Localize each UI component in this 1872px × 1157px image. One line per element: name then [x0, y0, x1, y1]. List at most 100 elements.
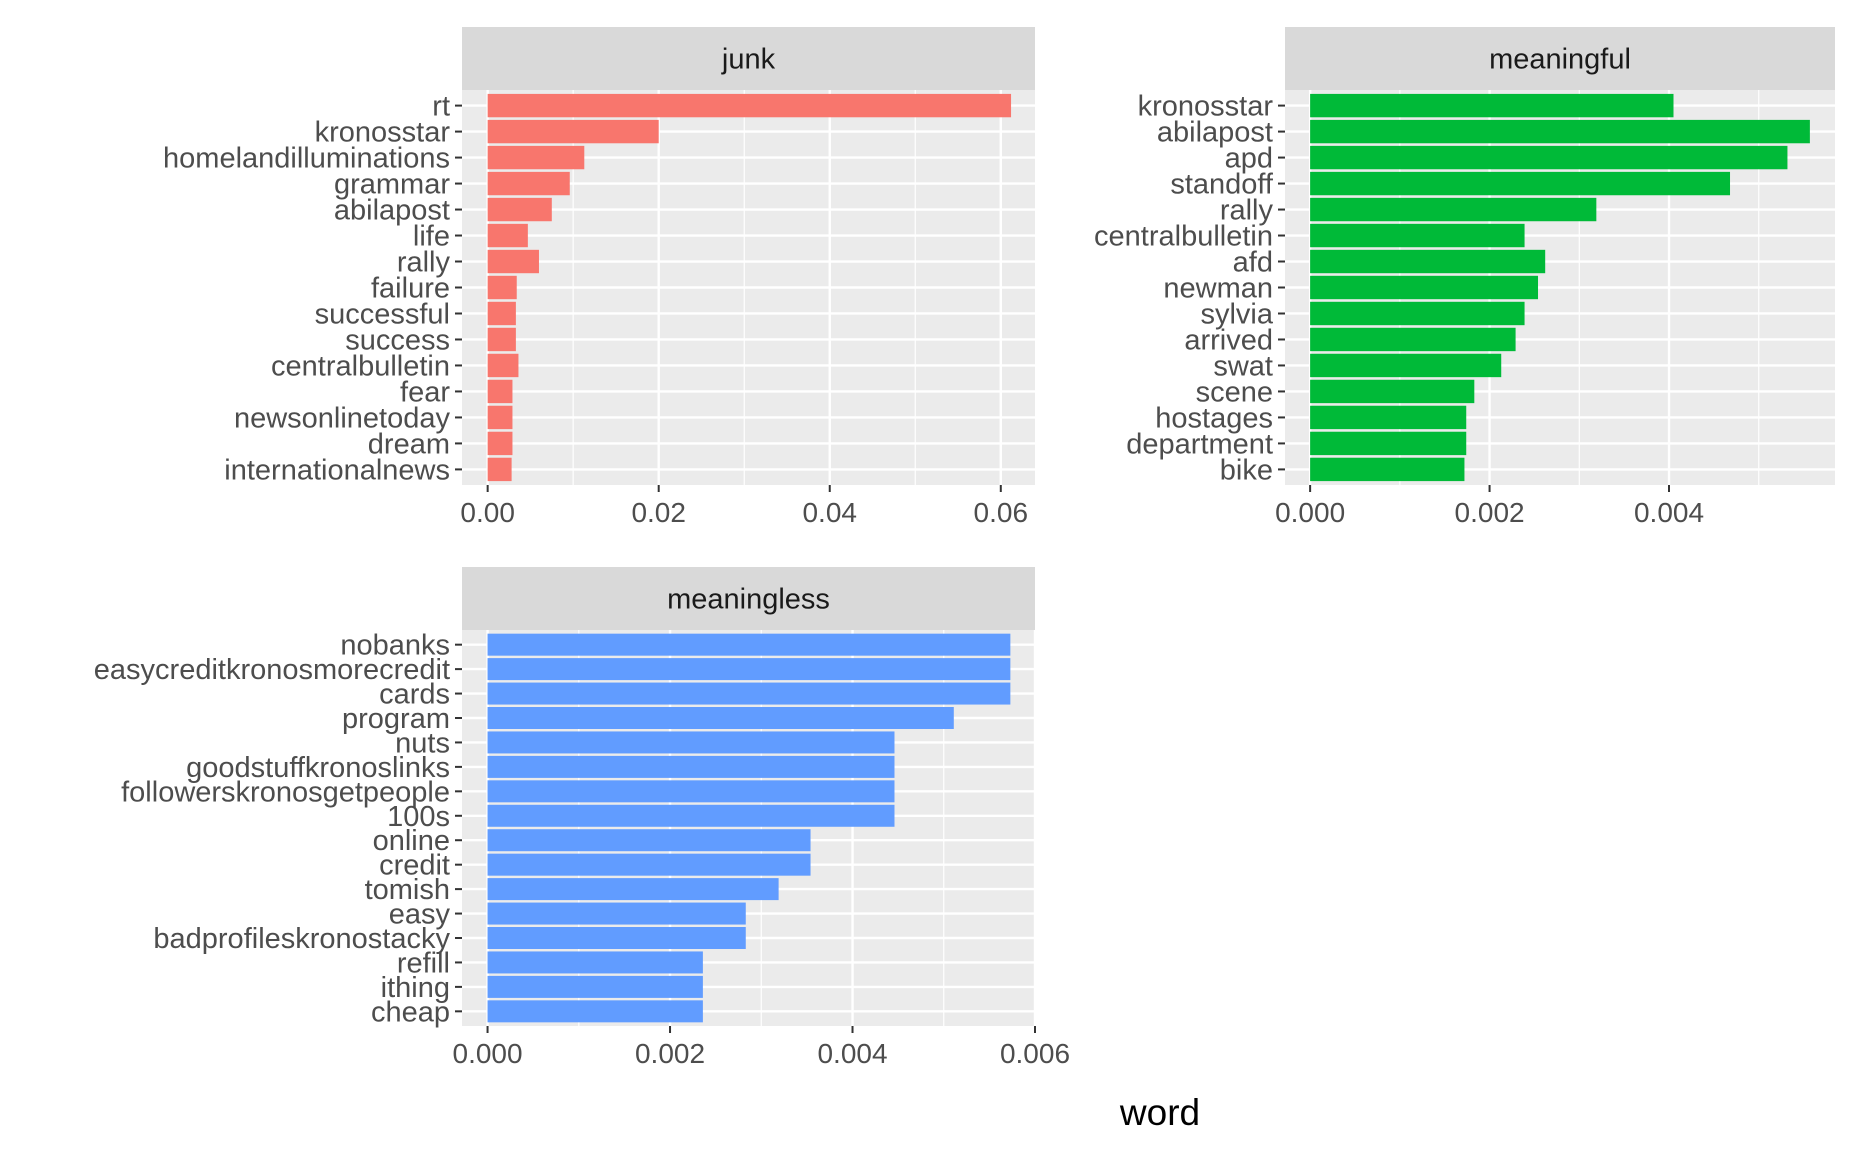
strip-background: [462, 567, 1035, 630]
facet-panel-junk: junk 0.00 0.02 0.04 0.06 rtkronosstarhomeland…: [163, 27, 1035, 528]
bar-rally: [487, 249, 539, 274]
y-tick-label: abilapost: [1157, 117, 1273, 149]
bar-refill: [487, 951, 703, 974]
x-tick-label: 0.06: [974, 497, 1029, 528]
bar-newman: [1310, 275, 1539, 300]
y-tick-label: scene: [1196, 376, 1273, 408]
bar-life: [487, 223, 528, 248]
y-tick-label: credit: [379, 850, 450, 882]
bar-centralbulletin: [1310, 223, 1525, 248]
y-tick-label: badprofileskronostacky: [153, 923, 450, 955]
y-tick-label: rally: [397, 247, 451, 279]
bar-badprofileskronostacky: [487, 927, 746, 949]
y-tick-label: rt: [432, 91, 450, 123]
axis-title: word: [1119, 1092, 1200, 1133]
x-tick-label: 0.002: [1455, 497, 1525, 528]
bar-newsonlinetoday: [487, 405, 513, 430]
y-tick-label: easycreditkronosmorecredit: [94, 654, 450, 686]
strip-label: meaningless: [667, 584, 830, 616]
y-tick-label: cards: [379, 679, 450, 711]
strip-background: [462, 27, 1035, 90]
bar-fear: [487, 379, 513, 404]
y-tick-label: tomish: [365, 874, 450, 906]
bar-grammar: [487, 171, 570, 196]
bar-cards: [487, 682, 1011, 705]
bar-100s: [487, 804, 895, 827]
y-tick-label: newman: [1163, 273, 1273, 305]
bar-hostages: [1310, 405, 1467, 430]
y-tick-label: online: [373, 825, 450, 857]
bar-easycreditkronosmorecredit: [487, 658, 1011, 681]
bar-apd: [1310, 145, 1788, 170]
bar-scene: [1310, 379, 1475, 404]
x-tick-label: 0.004: [1634, 497, 1704, 528]
y-tick-label: apd: [1225, 143, 1273, 175]
bar-goodstuffkronoslinks: [487, 755, 895, 778]
strip-label: meaningful: [1489, 44, 1631, 76]
x-tick-label: 0.00: [460, 497, 515, 528]
y-tick-label: nuts: [395, 727, 450, 759]
bar-abilapost: [1310, 119, 1810, 144]
facet-panel-meaningful: meaningful 0.000 0.002 0.004 kronosstarabila…: [1094, 27, 1835, 528]
y-tick-label: refill: [397, 947, 450, 979]
x-tick-label: 0.006: [1000, 1038, 1070, 1069]
y-tick-label: success: [345, 324, 450, 356]
y-tick-label: failure: [371, 273, 450, 305]
bar-nobanks: [487, 633, 1011, 656]
y-tick-label: fear: [400, 376, 450, 408]
bar-tomish: [487, 878, 779, 901]
bar-easy: [487, 902, 746, 925]
y-tick-label: sylvia: [1200, 298, 1273, 330]
y-tick-label: program: [342, 703, 450, 735]
bar-rally: [1310, 197, 1597, 222]
y-tick-label: ithing: [381, 972, 450, 1004]
bar-credit: [487, 853, 811, 876]
y-tick-label: rally: [1220, 195, 1274, 227]
bar-rt: [487, 93, 1012, 118]
y-tick-label: life: [413, 221, 450, 253]
y-tick-label: swat: [1213, 350, 1273, 382]
y-tick-label: dream: [368, 428, 450, 460]
bar-homelandilluminations: [487, 145, 585, 170]
bar-success: [487, 327, 516, 352]
bar-successful: [487, 301, 516, 326]
bar-afd: [1310, 249, 1546, 274]
bar-online: [487, 829, 811, 852]
bar-ithing: [487, 975, 703, 998]
y-tick-label: cheap: [371, 996, 450, 1028]
bar-followerskronosgetpeople: [487, 780, 895, 803]
bar-centralbulletin: [487, 353, 519, 378]
bar-arrived: [1310, 327, 1516, 352]
y-tick-label: 100s: [387, 801, 450, 833]
y-tick-label: centralbulletin: [1094, 221, 1273, 253]
y-tick-label: arrived: [1184, 324, 1273, 356]
bar-failure: [487, 275, 517, 300]
bar-cheap: [487, 1000, 703, 1023]
y-tick-label: standoff: [1170, 169, 1274, 201]
bar-dream: [487, 431, 513, 456]
y-tick-label: abilapost: [334, 195, 450, 227]
y-tick-label: grammar: [334, 169, 450, 201]
y-tick-label: bike: [1220, 454, 1273, 486]
y-tick-label: nobanks: [340, 630, 450, 662]
y-tick-label: afd: [1233, 247, 1273, 279]
bar-internationalnews: [487, 457, 512, 482]
y-tick-label: kronosstar: [1138, 91, 1274, 123]
y-tick-label: hostages: [1155, 402, 1273, 434]
bar-kronosstar: [1310, 93, 1674, 118]
y-tick-label: internationalnews: [224, 454, 450, 486]
x-tick-label: 0.02: [631, 497, 686, 528]
bar-standoff: [1310, 171, 1731, 196]
bar-bike: [1310, 457, 1465, 482]
y-tick-label: homelandilluminations: [163, 143, 450, 175]
y-tick-label: kronosstar: [315, 117, 451, 149]
strip-label: junk: [721, 44, 776, 76]
x-tick-label: 0.000: [1275, 497, 1345, 528]
x-tick-label: 0.000: [453, 1038, 523, 1069]
bar-department: [1310, 431, 1467, 456]
bar-swat: [1310, 353, 1502, 378]
bar-program: [487, 707, 954, 729]
